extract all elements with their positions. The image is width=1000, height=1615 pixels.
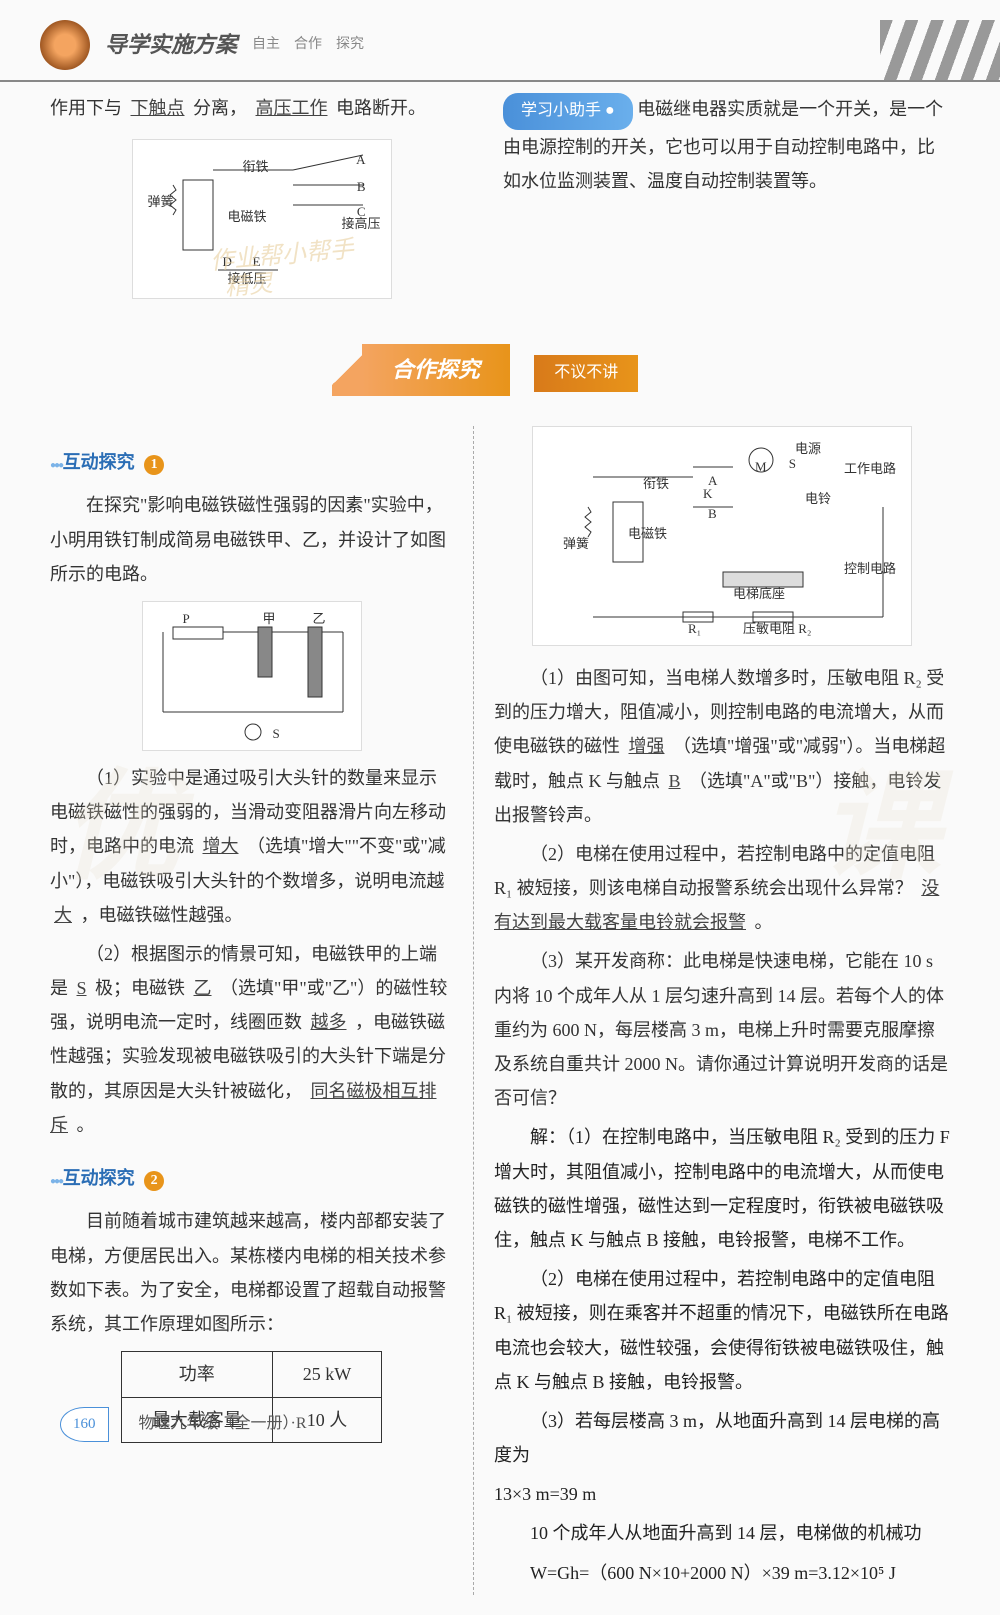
top-section: 作用下与 下触点 分离， 高压工作 电路断开。 A B C 衔铁 弹簧 电磁铁 … (0, 82, 1000, 314)
page-footer: 160 物理九年级（全一册）·R (60, 1407, 307, 1442)
topic-label: 互动探究 (63, 452, 135, 472)
answer-3-2: 13×3 m=39 m (494, 1477, 950, 1511)
fill-blank: S (73, 978, 91, 998)
elevator-diagram: 电源 工作电路 衔铁 A K B 电铃 弹簧 电磁铁 电梯底座 控制电路 R₁ … (532, 426, 912, 646)
header-decoration (880, 20, 1000, 80)
right-q2: （2）电梯在使用过程中，若控制电路中的定值电阻 R₁ 被短接，则该电梯自动报警系… (494, 837, 950, 940)
circuit-diagram-1: P 甲 乙 S (142, 601, 362, 751)
table-row: 功率 25 kW (121, 1352, 382, 1397)
fill-blank: 下触点 (127, 98, 189, 118)
section-divider: 合作探究 不议不讲 (50, 344, 950, 396)
text: 。 (77, 1115, 95, 1135)
page-number: 160 (60, 1407, 109, 1442)
text: 。 (755, 912, 773, 932)
topic-header-1: 互动探究 1 (50, 446, 453, 478)
fill-blank: 增强 (625, 736, 669, 756)
section-subtitle: 不议不讲 (534, 355, 638, 392)
text: 电路断开。 (336, 98, 426, 118)
fill-blank: 增大 (199, 836, 243, 856)
fill-blank: 大 (50, 905, 76, 925)
answer-2: （2）电梯在使用过程中，若控制电路中的定值电阻 R₁ 被短接，则在乘客并不超重的… (494, 1262, 950, 1399)
intro-paragraph: 在探究"影响电磁铁磁性强弱的因素"实验中，小明用铁钉制成简易电磁铁甲、乙，并设计… (50, 488, 453, 591)
topic-header-2: 互动探究 2 (50, 1162, 453, 1194)
answer-1: 解：（1）在控制电路中，当压敏电阻 R₂ 受到的压力 F 增大时，其阻值减小，控… (494, 1120, 950, 1257)
question-2: （2）根据图示的情景可知，电磁铁甲的上端是 S 极；电磁铁 乙 （选填"甲"或"… (50, 937, 453, 1142)
page-header: 导学实施方案 自主 合作 探究 (0, 0, 1000, 82)
right-q3: （3）某开发商称：此电梯是快速电梯，它能在 10 s 内将 10 个成年人从 1… (494, 944, 950, 1115)
answer-3-3: 10 个成年人从地面升高到 14 层，电梯做的机械功 (494, 1516, 950, 1550)
topic-number: 1 (144, 455, 164, 475)
topic-label: 互动探究 (63, 1168, 135, 1188)
helper-icon: ● (605, 102, 615, 119)
table-cell: 功率 (121, 1352, 272, 1397)
text: （2）电梯在使用过程中，若控制电路中的定值电阻 R₁ 被短接，则该电梯自动报警系… (494, 844, 935, 898)
right-column: 电源 工作电路 衔铁 A K B 电铃 弹簧 电磁铁 电梯底座 控制电路 R₁ … (473, 426, 950, 1595)
answer-3-4: W=Gh=（600 N×10+2000 N）×39 m=3.12×10⁵ J (494, 1556, 950, 1590)
answer-3-1: （3）若每层楼高 3 m，从地面升高到 14 层电梯的高度为 (494, 1404, 950, 1472)
question-1: （1）实验中是通过吸引大头针的数量来显示电磁铁磁性的强弱的，当滑动变阻器滑片向左… (50, 761, 453, 932)
right-q1: （1）由图可知，当电梯人数增多时，压敏电阻 R₂ 受到的压力增大，阻值减小，则控… (494, 661, 950, 832)
header-subtitle: 自主 合作 探究 (252, 32, 364, 57)
topic-number: 2 (144, 1171, 164, 1191)
header-title: 导学实施方案 (105, 25, 237, 65)
watermark: 精灵 (223, 263, 275, 310)
table-cell: 25 kW (272, 1352, 382, 1397)
logo-icon (40, 20, 90, 70)
text: 分离， (193, 98, 247, 118)
fill-blank: 高压工作 (252, 98, 332, 118)
footer-text: 物理九年级（全一册）·R (139, 1410, 307, 1439)
helper-badge: 学习小助手 ● (503, 93, 633, 130)
helper-label: 学习小助手 (521, 102, 601, 119)
fill-blank: 乙 (190, 978, 216, 998)
intro-paragraph-2: 目前随着城市建筑越来越高，楼内部都安装了电梯，方便居民出入。某栋楼内电梯的相关技… (50, 1204, 453, 1341)
fill-blank: 越多 (307, 1012, 351, 1032)
top-sentence: 作用下与 下触点 分离， 高压工作 电路断开。 (50, 92, 473, 124)
section-title: 合作探究 (362, 344, 510, 396)
text: 极；电磁铁 (95, 978, 185, 998)
text: ，电磁铁磁性越强。 (81, 905, 243, 925)
text: 作用下与 (50, 98, 122, 118)
fill-blank: B (665, 771, 685, 791)
